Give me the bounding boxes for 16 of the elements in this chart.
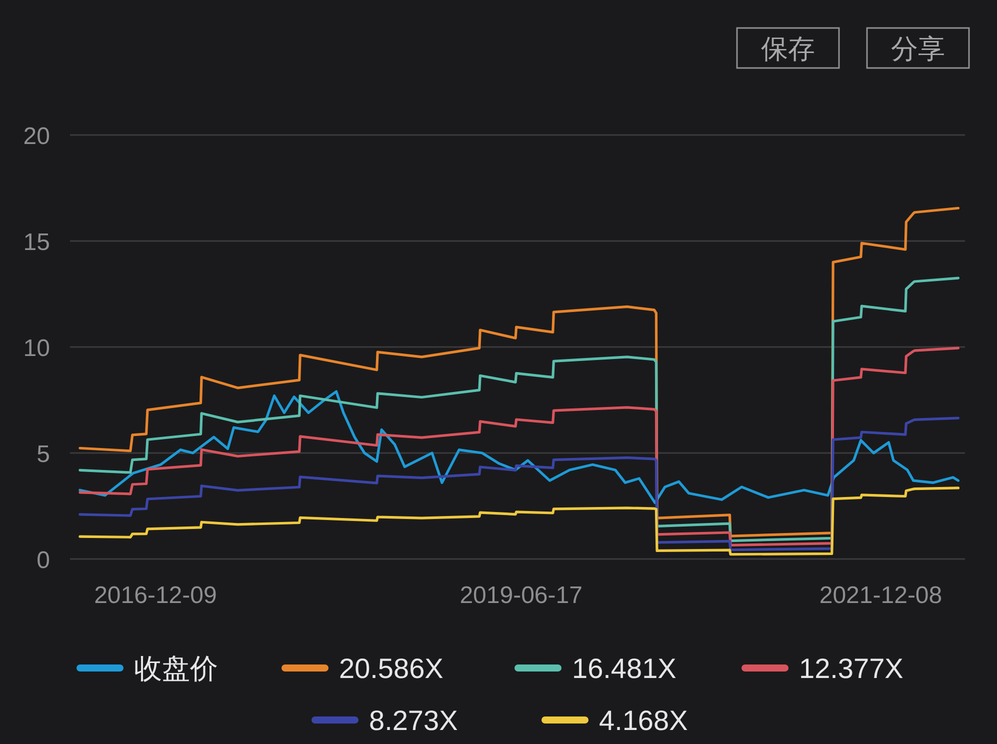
text: 分享: [891, 34, 945, 64]
y-tick-label: 20: [23, 123, 50, 150]
legend-label: 16.481X: [572, 653, 677, 684]
x-tick-label: 2019-06-17: [460, 582, 582, 609]
y-tick-label: 15: [23, 229, 50, 256]
text: 保存: [761, 34, 815, 64]
legend-label: 4.168X: [599, 705, 688, 736]
y-tick-label: 0: [36, 547, 50, 574]
y-tick-label: 10: [23, 335, 50, 362]
legend-label: 12.377X: [799, 653, 904, 684]
legend-label: 8.273X: [369, 705, 458, 736]
legend-label: 20.586X: [339, 653, 444, 684]
legend-label: 收盘价: [134, 653, 218, 684]
x-tick-label: 2016-12-09: [94, 582, 217, 609]
y-tick-label: 5: [36, 441, 50, 468]
x-tick-label: 2021-12-08: [819, 582, 942, 609]
